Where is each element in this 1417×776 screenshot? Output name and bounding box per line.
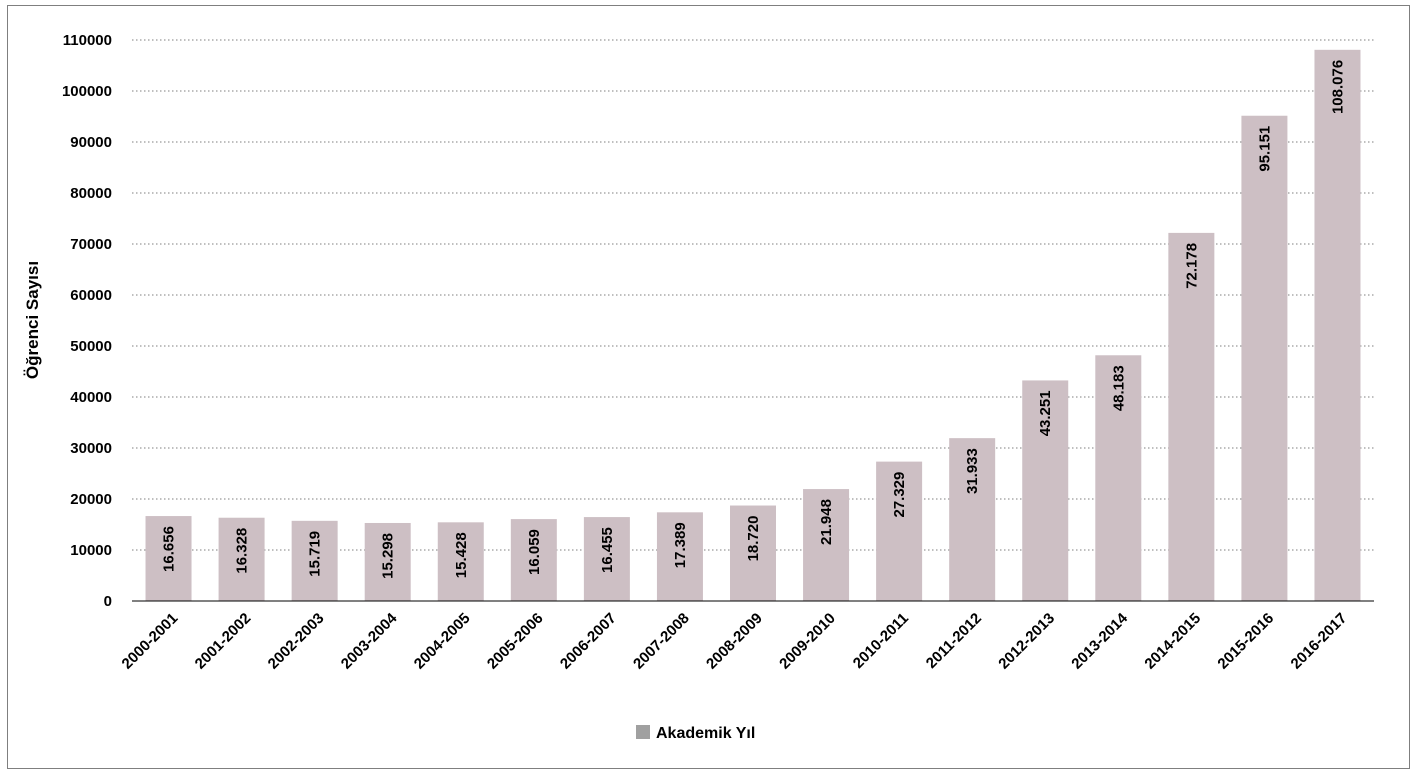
y-tick-label: 110000 [63,32,112,49]
bar [949,438,996,601]
bar [876,461,923,601]
y-tick-label: 60000 [70,287,112,304]
data-label: 16.059 [526,529,543,575]
data-label: 48.183 [1110,365,1127,411]
x-tick-label: 2009-2010 [776,610,839,673]
y-tick-label: 90000 [70,134,112,151]
data-label: 95.151 [1256,126,1273,172]
data-label: 17.389 [672,522,689,568]
x-tick-label: 2005-2006 [484,610,547,673]
x-tick-label: 2011-2012 [923,610,985,672]
x-tick-label: 2001-2002 [192,610,255,673]
x-tick-label: 2014-2015 [1141,610,1204,673]
data-label: 108.076 [1329,60,1346,114]
legend-marker [636,725,650,739]
x-tick-label: 2008-2009 [703,610,766,673]
data-label: 16.455 [599,527,616,573]
bar [145,516,192,601]
bar [1022,380,1069,601]
data-label: 27.329 [891,472,908,518]
y-tick-label: 80000 [70,185,112,202]
bar [218,517,265,601]
bar [656,512,703,601]
data-label: 18.720 [745,516,762,562]
bar [1314,49,1361,602]
x-tick-label: 2000-2001 [119,610,182,673]
x-tick-label: 2006-2007 [557,610,620,673]
legend: Akademik Yıl [636,725,755,742]
y-tick-label: 30000 [70,440,112,457]
x-tick-label: 2012-2013 [995,610,1058,673]
x-tick-label: 2015-2016 [1214,610,1277,673]
data-label: 72.178 [1183,243,1200,289]
bar [291,520,338,601]
y-tick-label: 40000 [70,389,112,406]
data-label: 43.251 [1037,390,1054,436]
bars [145,49,1361,602]
x-axis-ticks: 2000-2001 2001-2002 2002-2003 2003-2004 2004… [119,609,1351,672]
bar [730,505,776,601]
y-tick-label: 0 [104,593,112,610]
data-label: 15.719 [307,531,324,577]
x-tick-label: 2002-2003 [265,610,328,673]
bar [1241,115,1288,602]
bar [1168,232,1215,601]
data-label: 15.428 [453,532,470,578]
bar [437,522,484,601]
data-label: 15.298 [380,533,397,579]
bar [583,517,630,601]
legend-label: Akademik Yıl [656,725,755,742]
y-tick-label: 50000 [70,338,112,355]
y-tick-label: 10000 [70,542,112,559]
x-tick-label: 2016-2017 [1288,610,1351,673]
x-tick-label: 2010-2011 [850,610,912,672]
x-tick-label: 2013-2014 [1068,609,1131,672]
bar [1095,355,1142,601]
y-tick-label: 100000 [62,83,112,100]
y-axis-ticks: 0 10000 20000 30000 40000 50000 60000 70000 8000… [62,32,112,610]
x-tick-label: 2004-2005 [411,610,474,673]
data-label: 21.948 [818,499,835,545]
y-tick-label: 20000 [70,491,112,508]
x-tick-label: 2007-2008 [630,610,693,673]
bar [510,519,557,601]
data-label: 16.328 [234,528,251,574]
y-tick-label: 70000 [70,236,112,253]
data-label: 16.656 [161,526,178,572]
bar [364,522,411,601]
bar [803,489,850,601]
data-labels: 16.656 16.328 15.719 15.298 15.428 16.059 16.4… [161,60,1347,579]
y-axis-title: Öğrenci Sayısı [23,261,42,379]
x-tick-label: 2003-2004 [338,609,401,672]
data-label: 31.933 [964,448,981,494]
